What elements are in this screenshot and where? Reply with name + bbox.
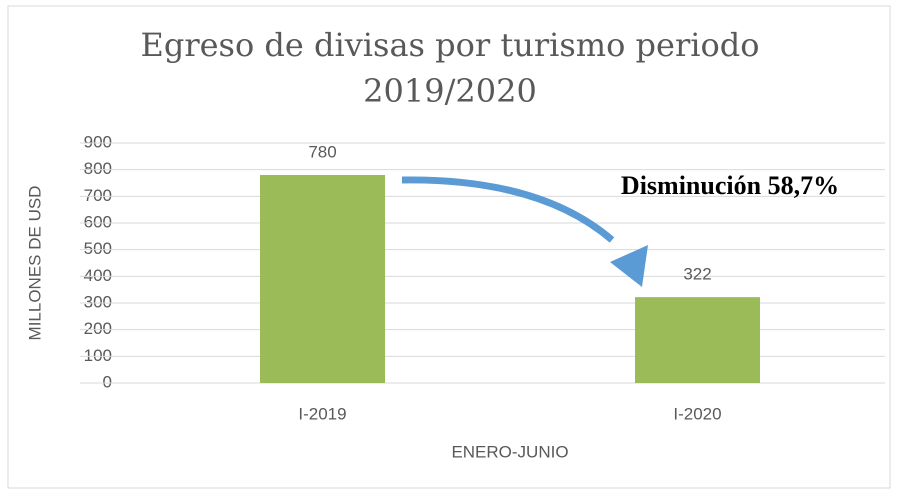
data-label: 322: [683, 265, 711, 284]
y-tick-label: 700: [84, 186, 112, 205]
chart-border: [7, 5, 891, 489]
y-tick-label: 300: [84, 292, 112, 311]
y-tick-label: 800: [84, 159, 112, 178]
y-tick-label: 500: [84, 239, 112, 258]
x-tick-label: I-2020: [673, 404, 721, 423]
plot: 0 100 200 300 400 500 600 700 800 900 I-2019 780 I-2…: [80, 132, 885, 423]
y-tick-label: 0: [103, 372, 112, 391]
annotation: Disminución 58,7%: [621, 171, 839, 200]
arrow: [401, 176, 615, 243]
data-label: 780: [308, 142, 336, 161]
y-tick-label: 400: [84, 266, 112, 285]
bar: [635, 297, 760, 383]
x-tick-label: I-2019: [298, 404, 346, 423]
y-tick-label: 100: [84, 346, 112, 365]
y-tick-label: 900: [84, 132, 112, 151]
y-axis-label: MILLONES DE USD: [25, 186, 44, 341]
y-tick-label: 600: [84, 212, 112, 231]
bar: [260, 175, 385, 383]
x-axis-label: ENERO-JUNIO: [451, 442, 568, 461]
chart-title: Egreso de divisas por turismo periodo 20…: [140, 26, 760, 110]
y-tick-label: 200: [84, 319, 112, 338]
arrow-head: [610, 245, 648, 287]
